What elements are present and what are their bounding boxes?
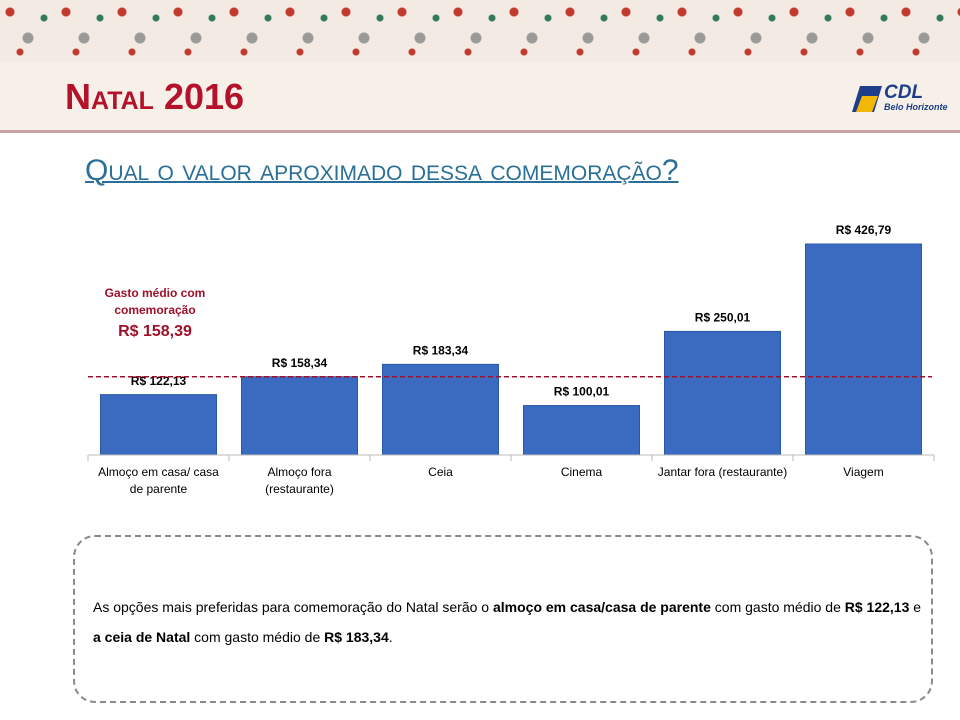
logo-subtitle: Belo Horizonte <box>884 102 948 112</box>
note-segment: R$ 122,13 <box>844 599 910 615</box>
note-box: As opções mais preferidas para comemoraç… <box>73 535 933 703</box>
reference-label: R$ 158,39 <box>118 323 192 340</box>
logo-icon <box>852 86 882 112</box>
x-tick-label: Viagem <box>843 465 884 479</box>
bar <box>241 376 358 456</box>
bar <box>664 330 781 456</box>
header-band <box>0 62 960 133</box>
x-tick-label: Jantar fora (restaurante) <box>657 465 788 479</box>
note-segment: com gasto médio de <box>710 599 845 615</box>
note-segment: As opções mais preferidas para comemoraç… <box>93 599 493 615</box>
bar <box>382 363 499 456</box>
x-tick-label: Cinema <box>560 465 603 479</box>
x-tick-label: Almoço fora (restaurante) <box>265 465 334 496</box>
slide-title: Natal 2016 <box>65 76 245 117</box>
note-segment: . <box>388 629 393 645</box>
chart-title: Qual o valor aproximado dessa comemoraçã… <box>85 154 679 187</box>
note-segment: almoço em casa/casa de parente <box>492 599 711 615</box>
bar <box>100 394 217 456</box>
value-label: R$ 100,01 <box>554 385 610 399</box>
bar <box>805 243 922 456</box>
logo-text: CDL <box>884 82 924 103</box>
note-segment: R$ 183,34 <box>324 629 389 645</box>
note-segment: com gasto médio de <box>190 629 325 645</box>
note-segment: e <box>909 599 925 615</box>
note-text: As opções mais preferidas para comemoraç… <box>93 592 923 652</box>
x-tick-label: Almoço em casa/ casa de parente <box>98 465 219 496</box>
x-tick-label: Ceia <box>428 465 453 479</box>
value-label: R$ 158,34 <box>272 356 328 370</box>
reference-annotation: Gasto médio com comemoração <box>104 286 206 317</box>
value-label: R$ 183,34 <box>413 344 469 358</box>
logo: CDL Belo Horizonte <box>848 82 948 116</box>
value-label: R$ 122,13 <box>131 374 187 388</box>
bar <box>523 405 640 456</box>
value-label: R$ 250,01 <box>695 311 751 325</box>
value-label: R$ 426,79 <box>836 223 892 237</box>
festive-banner <box>0 0 960 62</box>
note-segment: a ceia de Natal <box>93 629 191 645</box>
